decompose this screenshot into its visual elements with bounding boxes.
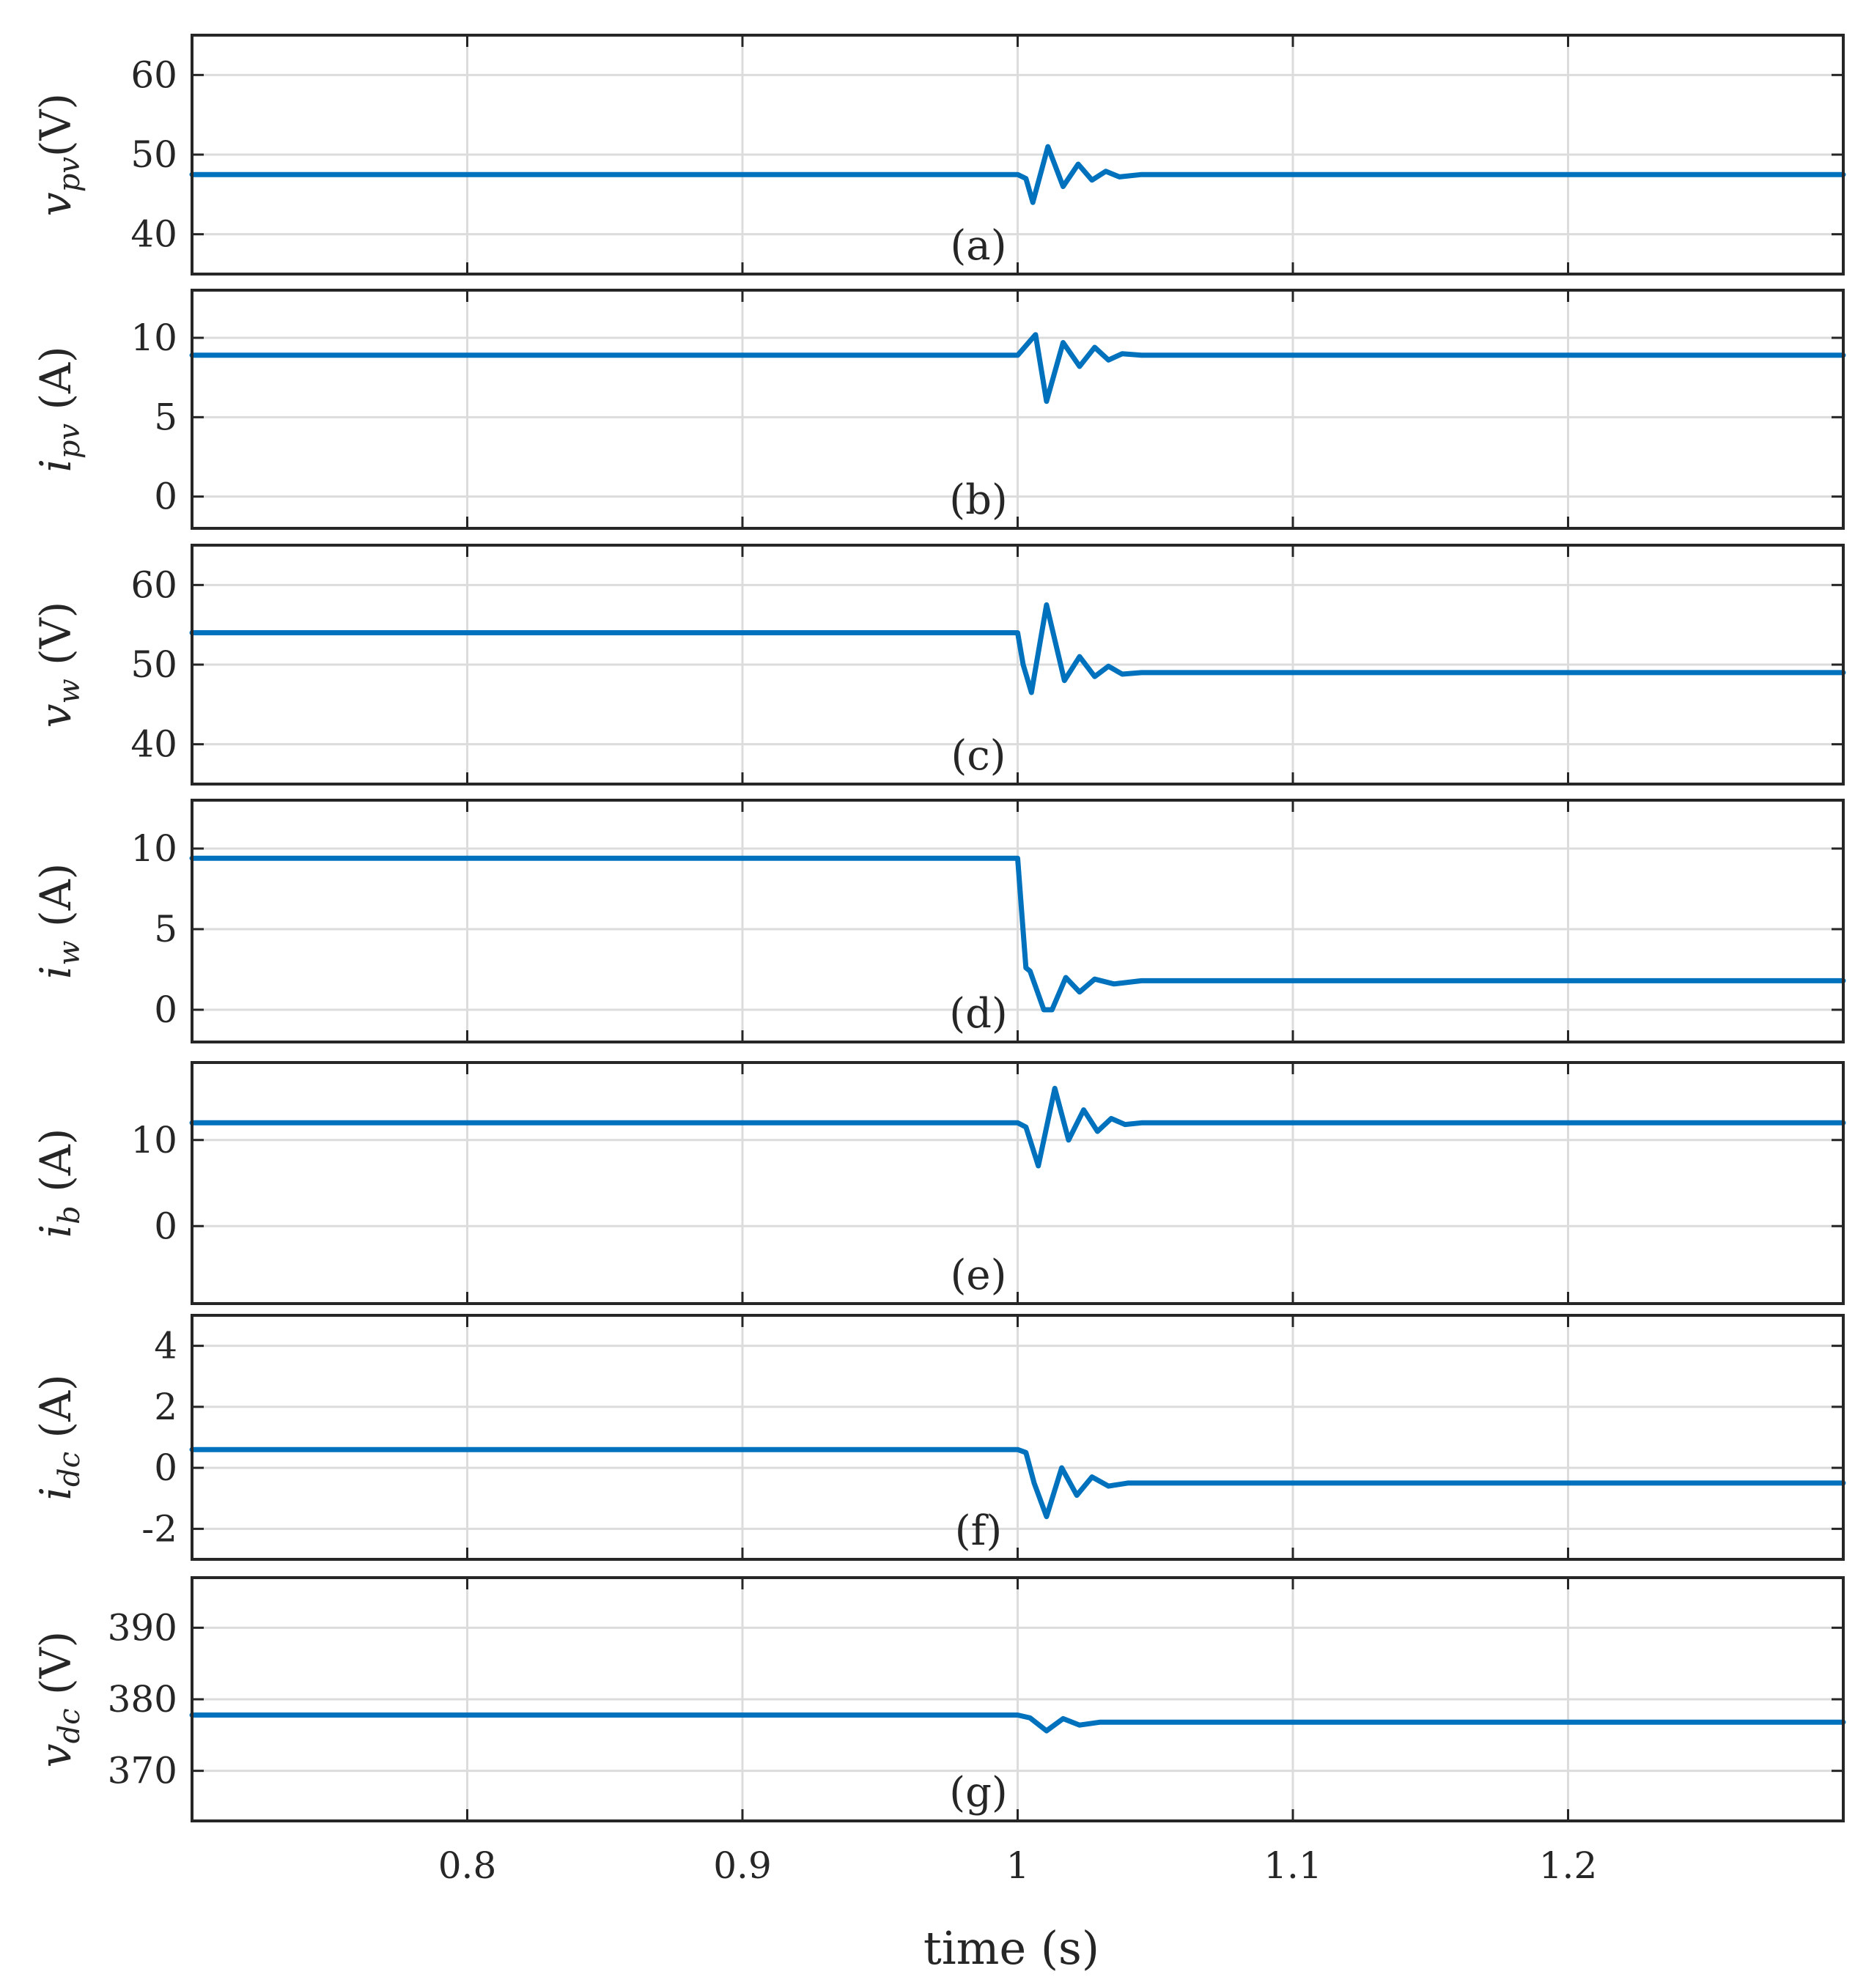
y-tick-label: 370: [108, 1750, 177, 1792]
y-tick-label: -2: [141, 1507, 177, 1550]
y-tick-label: 0: [154, 989, 177, 1031]
y-axis-title-subscript: b: [53, 1205, 86, 1224]
y-axis-title-symbol: i: [31, 1224, 81, 1238]
panel-f: -2 0 2 4 (f) idc (A): [31, 1314, 1846, 1561]
y-axis-title-subscript: dc: [53, 1452, 86, 1487]
y-tick-label: 0: [154, 1205, 177, 1247]
y-axis-title-subscript: w: [53, 940, 86, 965]
x-tick-label: 1: [1006, 1844, 1030, 1887]
grid: [192, 290, 1843, 528]
y-axis-title-subscript: dc: [53, 1708, 86, 1743]
panel-e: 0 10 (e) ib (A): [31, 1061, 1846, 1305]
y-axis-title: ipv (A): [31, 346, 86, 472]
y-axis-title-subscript: pv: [53, 424, 86, 459]
panel-c: 40 50 60 (c) vw (V): [31, 544, 1846, 786]
x-tick-label: 0.8: [438, 1844, 497, 1887]
y-axis-title: ib (A): [31, 1128, 86, 1238]
series-line: [189, 1085, 1846, 1169]
y-axis-title: idc (A): [31, 1374, 86, 1500]
y-tick-label: 50: [130, 643, 177, 686]
series-line: [189, 1446, 1846, 1520]
x-axis-title: time (s): [923, 1921, 1099, 1975]
y-axis-title: vpv(V): [31, 93, 86, 216]
y-tick-label: 5: [154, 908, 177, 950]
y-tick-label: 10: [130, 317, 177, 359]
y-axis-title: iw (A): [31, 863, 86, 979]
y-tick-label: 10: [130, 827, 177, 870]
grid: [192, 545, 1843, 784]
panel-label: (e): [951, 1252, 1007, 1299]
y-tick-label: 50: [130, 133, 177, 176]
series-line: [189, 602, 1846, 695]
y-axis-title: vdc (V): [31, 1631, 86, 1767]
grid: [192, 35, 1843, 274]
y-tick-label: 5: [154, 396, 177, 438]
x-tick-label: 0.9: [713, 1844, 772, 1887]
y-tick-label: 2: [154, 1386, 177, 1428]
x-tick-label: 1.2: [1539, 1844, 1598, 1887]
grid: [192, 1063, 1843, 1304]
y-axis-title-unit: (A): [31, 346, 81, 424]
y-axis-title-unit: (A): [31, 863, 81, 941]
panel-label: (f): [955, 1507, 1002, 1555]
y-axis-title-symbol: i: [31, 966, 81, 980]
panel-label: (c): [951, 732, 1006, 780]
x-tick-label: 1.1: [1264, 1844, 1322, 1887]
series-line: [189, 855, 1846, 1013]
y-axis-title-subscript: pv: [53, 157, 86, 193]
y-tick-label: 40: [130, 213, 177, 256]
y-axis-title-unit: (V): [31, 93, 81, 157]
panel-label: (a): [950, 222, 1006, 270]
y-tick-label: 0: [154, 476, 177, 518]
y-tick-label: 380: [108, 1678, 177, 1721]
panel-label: (b): [949, 476, 1008, 524]
panel-d: 0 5 10 (d) iw (A): [31, 799, 1846, 1043]
y-axis-title-unit: (V): [31, 1631, 81, 1709]
grid: [192, 1315, 1843, 1559]
y-axis-title-symbol: v: [31, 1743, 81, 1767]
panel-b: 0 5 10 (b) ipv (A): [31, 289, 1846, 530]
grid: [192, 1578, 1843, 1821]
y-axis-title-symbol: i: [31, 459, 81, 473]
y-axis-title-symbol: v: [31, 703, 81, 728]
y-axis-title-symbol: i: [31, 1487, 81, 1501]
series-line: [189, 144, 1846, 205]
y-tick-label: 40: [130, 723, 177, 766]
y-tick-label: 0: [154, 1446, 177, 1489]
y-axis-title-subscript: w: [53, 679, 86, 703]
panel-label: (d): [949, 990, 1008, 1038]
series-line: [189, 332, 1846, 404]
series-line: [189, 1712, 1846, 1734]
y-axis-title-unit: (A): [31, 1128, 81, 1206]
panel-g: 370 380 390 0.8 0.9 1 1.1 1.2 (g) vdc (V): [31, 1576, 1846, 1887]
y-axis-title-symbol: v: [31, 192, 81, 216]
y-tick-label: 10: [130, 1119, 177, 1161]
y-tick-label: 60: [130, 53, 177, 96]
y-tick-label: 60: [130, 563, 177, 606]
y-tick-label: 4: [154, 1325, 177, 1367]
panel-a: 40 50 60 (a) vpv(V): [31, 34, 1846, 276]
y-tick-label: 390: [108, 1606, 177, 1649]
panel-label: (g): [949, 1769, 1008, 1817]
y-axis-title-unit: (V): [31, 602, 81, 679]
y-axis-title: vw (V): [31, 602, 86, 728]
y-axis-title-unit: (A): [31, 1374, 81, 1452]
grid: [192, 800, 1843, 1042]
